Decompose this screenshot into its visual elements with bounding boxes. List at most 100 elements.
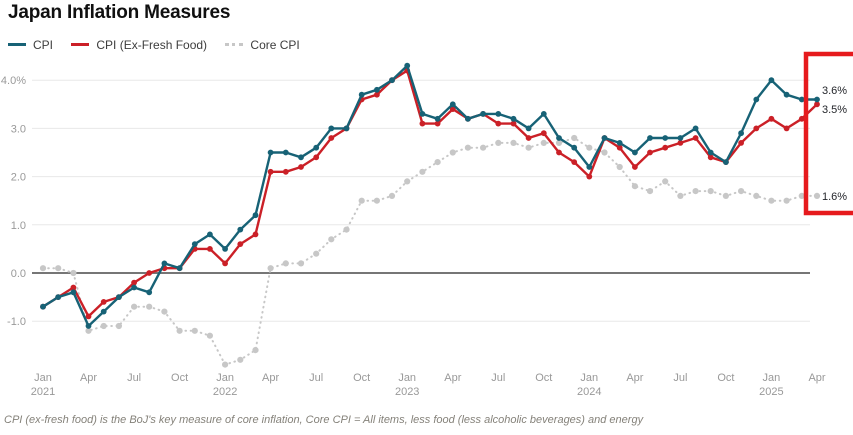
series-cpi-marker bbox=[556, 135, 562, 141]
series-core-cpi-marker bbox=[161, 308, 168, 315]
series-core-cpi-marker bbox=[480, 144, 487, 151]
series-core-cpi-marker bbox=[313, 250, 320, 257]
series-cpi-ex-fresh-food-marker bbox=[70, 284, 77, 291]
series-cpi-marker bbox=[632, 149, 638, 156]
series-cpi-ex-fresh-food-marker bbox=[85, 313, 92, 320]
x-tick-year-label: 2023 bbox=[395, 386, 419, 398]
series-core-cpi-marker bbox=[571, 134, 578, 142]
x-tick-label: Jan bbox=[398, 372, 416, 384]
series-core-cpi-marker bbox=[85, 327, 92, 334]
value-label-cpi: 3.6% bbox=[822, 85, 847, 97]
x-tick-label: Apr bbox=[444, 372, 461, 384]
series-core-cpi-marker bbox=[434, 159, 441, 166]
series-cpi-ex-fresh-food-marker bbox=[707, 154, 714, 161]
cpi-line-swatch-icon bbox=[8, 43, 26, 47]
series-cpi-ex-fresh-food-marker bbox=[328, 135, 335, 141]
x-tick-year-label: 2024 bbox=[577, 386, 601, 398]
series-cpi-marker bbox=[191, 241, 198, 248]
series-cpi-ex-fresh-food-marker bbox=[768, 115, 775, 122]
series-cpi-ex-fresh-food-marker bbox=[100, 299, 107, 305]
series-cpi-marker bbox=[616, 140, 623, 146]
series-core-cpi-marker bbox=[722, 192, 730, 199]
series-cpi-ex-fresh-food-marker bbox=[207, 246, 213, 252]
x-tick-label: Jan bbox=[763, 372, 781, 384]
series-cpi-ex-fresh-food-marker bbox=[540, 130, 547, 137]
y-tick-label: 2.0 bbox=[11, 172, 26, 184]
series-cpi-marker bbox=[70, 289, 77, 296]
series-core-cpi-marker bbox=[115, 322, 122, 330]
legend: CPI CPI (Ex-Fresh Food) Core CPI bbox=[8, 38, 315, 52]
series-core-cpi-marker bbox=[419, 168, 426, 175]
x-tick-label: Apr bbox=[262, 372, 279, 384]
series-cpi-marker bbox=[434, 115, 441, 122]
series-cpi-ex-fresh-food-marker bbox=[298, 164, 304, 170]
x-tick-label: Oct bbox=[353, 372, 370, 384]
series-cpi-marker bbox=[389, 77, 395, 84]
series-core-cpi-marker bbox=[237, 356, 244, 363]
x-tick-year-label: 2022 bbox=[213, 386, 237, 398]
series-core-cpi-marker bbox=[343, 226, 350, 233]
series-cpi-ex-fresh-food-marker bbox=[449, 106, 456, 112]
series-core-cpi-marker bbox=[646, 188, 654, 195]
series-cpi-marker bbox=[692, 125, 699, 132]
series-cpi-ex-fresh-food-marker bbox=[419, 120, 426, 127]
series-cpi-marker bbox=[374, 86, 380, 93]
x-tick-label: Apr bbox=[80, 372, 97, 384]
series-cpi-marker bbox=[131, 284, 138, 291]
series-cpi-marker bbox=[753, 96, 760, 103]
series-cpi-marker bbox=[404, 62, 411, 69]
series-cpi-marker bbox=[358, 91, 365, 98]
x-tick-year-label: 2025 bbox=[759, 386, 783, 398]
series-core-cpi-marker bbox=[662, 178, 669, 185]
series-cpi-ex-fresh-food-marker bbox=[556, 149, 562, 156]
x-tick-label: Apr bbox=[626, 372, 643, 384]
series-core-cpi-marker bbox=[297, 260, 305, 267]
series-core-cpi-marker bbox=[222, 361, 229, 368]
y-tick-label: 0.0 bbox=[11, 268, 26, 280]
y-gridlines: 4.0% 3.0 2.0 1.0 0.0 -1.0 bbox=[1, 75, 810, 328]
x-tick-label: Oct bbox=[717, 372, 734, 384]
series-core-cpi-marker bbox=[404, 178, 411, 185]
series-cpi-ex-fresh-food-marker bbox=[692, 135, 699, 141]
x-tick-label: Apr bbox=[808, 372, 825, 384]
chart-title: Japan Inflation Measures bbox=[8, 2, 231, 23]
series-cpi-marker bbox=[510, 115, 517, 122]
series-core-cpi-marker bbox=[813, 192, 821, 199]
series-core-cpi-marker bbox=[798, 192, 805, 199]
series-core-cpi-marker bbox=[495, 139, 502, 146]
series-core-cpi-marker bbox=[282, 260, 289, 267]
series-cpi-ex-fresh-food-marker bbox=[495, 120, 502, 127]
series-cpi-marker bbox=[237, 226, 244, 233]
y-tick-label: 4.0% bbox=[1, 75, 26, 87]
x-tick-label: Jan bbox=[34, 372, 52, 384]
x-tick-label: Jul bbox=[127, 372, 141, 384]
legend-item-cpi-ex-fresh: CPI (Ex-Fresh Food) bbox=[71, 38, 207, 52]
series-cpi-marker bbox=[738, 130, 744, 137]
series-core-cpi-marker bbox=[100, 322, 107, 330]
series-cpi-ex-fresh-food-marker bbox=[313, 154, 320, 161]
series-cpi-marker bbox=[419, 111, 426, 117]
series-cpi-ex-fresh-food-marker bbox=[798, 115, 805, 122]
series-core-cpi-marker bbox=[449, 149, 456, 156]
x-tick-label: Oct bbox=[171, 372, 188, 384]
series-core-cpi-marker bbox=[540, 139, 547, 146]
series-cpi-ex-fresh-food-marker bbox=[434, 120, 441, 127]
series-cpi-marker bbox=[328, 125, 335, 132]
x-tick-label: Jul bbox=[309, 372, 323, 384]
series-cpi-ex-fresh-food-marker bbox=[783, 125, 790, 132]
series-cpi-ex-fresh-food-marker bbox=[586, 173, 593, 180]
series-core-cpi-marker bbox=[753, 192, 760, 199]
series-cpi-ex-fresh-food-marker bbox=[267, 168, 274, 175]
series-core-cpi-marker bbox=[692, 188, 699, 195]
series-cpi-marker bbox=[601, 135, 608, 141]
series-cpi-marker bbox=[465, 115, 471, 122]
value-label-core-cpi: 1.6% bbox=[822, 191, 847, 203]
series-cpi-ex-fresh-food-marker bbox=[571, 159, 578, 165]
series-core-cpi-marker bbox=[191, 327, 198, 334]
series-cpi-marker bbox=[480, 111, 486, 117]
legend-label-cpi-ex-fresh: CPI (Ex-Fresh Food) bbox=[96, 38, 208, 52]
series-core-cpi-marker bbox=[328, 236, 335, 243]
chart-footnote: CPI (ex-fresh food) is the BoJ's key mea… bbox=[4, 414, 644, 426]
series-cpi-marker bbox=[540, 111, 547, 117]
